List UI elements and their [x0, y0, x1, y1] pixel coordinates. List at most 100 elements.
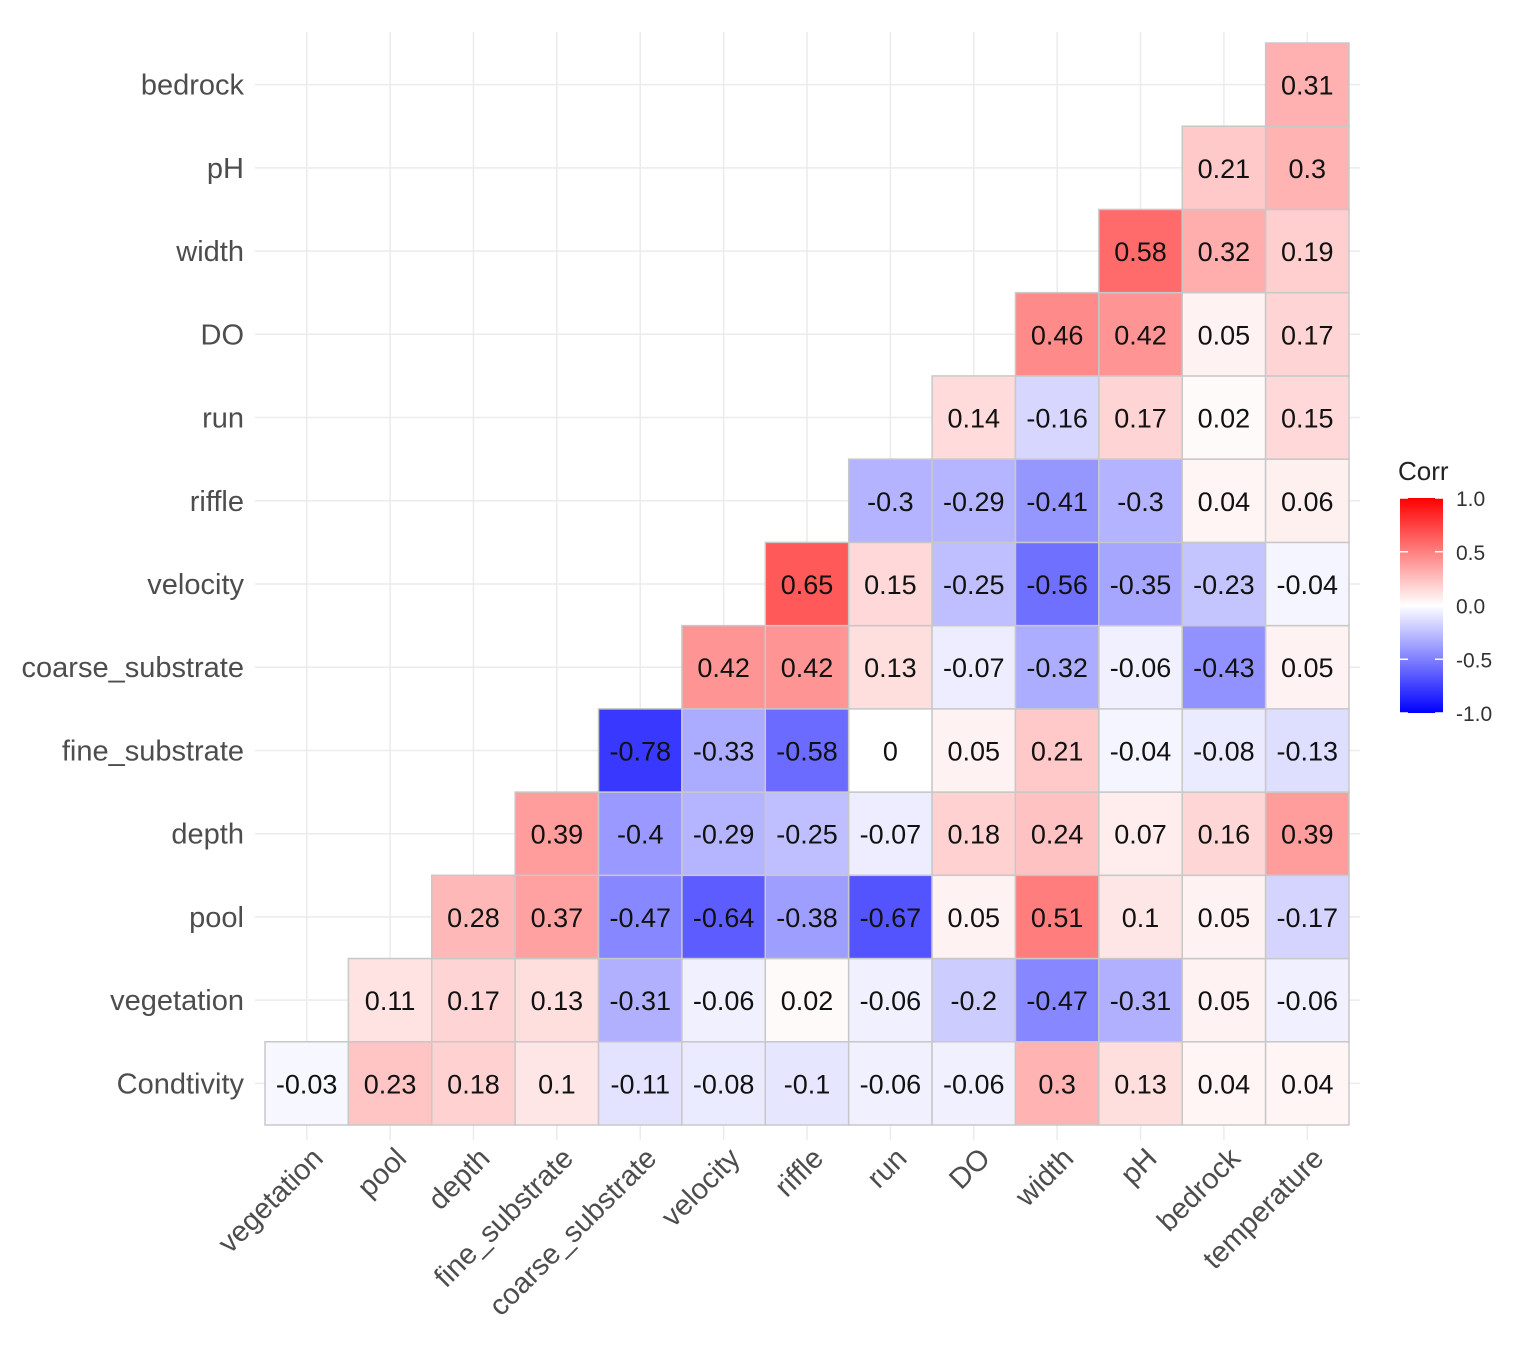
- x-tick-label: width: [1009, 1142, 1080, 1213]
- legend-tick-label: -0.5: [1456, 649, 1492, 672]
- cell-value-label: 0.13: [864, 653, 917, 683]
- cell-value-label: 0.02: [781, 986, 834, 1016]
- heatmap-cell: [514, 791, 600, 877]
- cell-value-label: -0.32: [1026, 653, 1088, 683]
- cell-value-label: -0.06: [860, 986, 922, 1016]
- cell-value-label: -0.2: [951, 986, 998, 1016]
- cell-value-label: -0.06: [1110, 653, 1172, 683]
- heatmap-cell: [1098, 874, 1183, 960]
- cell-value-label: 0.28: [447, 903, 500, 933]
- cell-value-label: 0.21: [1198, 154, 1251, 184]
- cell-value-label: 0.42: [781, 653, 834, 683]
- heatmap-cell: [681, 1041, 767, 1126]
- cell-value-label: 0.16: [1198, 820, 1251, 850]
- x-tick-label: velocity: [656, 1142, 747, 1233]
- cell-value-label: 0.1: [1122, 903, 1160, 933]
- legend-tick-label: 0.0: [1456, 596, 1485, 619]
- cell-value-label: 0.39: [1281, 820, 1334, 850]
- cell-value-label: 0.58: [1114, 237, 1167, 267]
- cell-value-label: -0.43: [1193, 653, 1255, 683]
- y-tick-label: riffle: [190, 486, 244, 518]
- cell-value-label: 0.17: [1281, 320, 1334, 350]
- cell-value-label: 0.15: [864, 570, 917, 600]
- cell-value-label: -0.25: [943, 570, 1005, 600]
- cell-value-label: 0.37: [531, 903, 584, 933]
- y-tick-label: pool: [189, 902, 244, 934]
- y-tick-label: coarse_substrate: [22, 652, 244, 684]
- heatmap-cell: [1264, 624, 1350, 710]
- heatmap-cell: [931, 957, 1017, 1043]
- heatmap-cell: [1014, 375, 1100, 460]
- cell-value-label: -0.56: [1026, 570, 1088, 600]
- cell-value-label: 0.24: [1031, 820, 1084, 850]
- heatmap-cell: [1181, 458, 1267, 544]
- cell-value-label: -0.3: [867, 487, 914, 517]
- heatmap-cell: [597, 874, 683, 960]
- cell-value-label: 0.14: [947, 404, 1000, 434]
- heatmap-cell: [1098, 708, 1183, 793]
- cell-value-label: -0.4: [617, 820, 664, 850]
- cell-value-label: -0.3: [1117, 487, 1164, 517]
- cell-value-label: -0.1: [784, 1069, 831, 1099]
- heatmap-cell: [847, 1041, 933, 1126]
- cell-value-label: -0.06: [943, 1069, 1005, 1099]
- cell-value-label: 0.17: [447, 986, 500, 1016]
- x-tick-label: pH: [1115, 1142, 1164, 1191]
- legend-tick-label: 0.5: [1456, 542, 1485, 565]
- heatmap-cell: [1264, 291, 1350, 377]
- cell-value-label: 0: [883, 736, 898, 766]
- heatmap-cell: [764, 791, 850, 877]
- heatmap-cell: [681, 708, 767, 793]
- cell-value-label: 0.13: [531, 986, 584, 1016]
- cell-value-label: -0.35: [1110, 570, 1172, 600]
- cell-value-label: 0.39: [531, 820, 584, 850]
- heatmap-cell: [1014, 957, 1100, 1043]
- x-tick-label: vegetation: [212, 1142, 329, 1259]
- heatmap-cell: [931, 624, 1017, 710]
- cell-value-label: 0.17: [1114, 404, 1167, 434]
- heatmap-cell: [1264, 1041, 1350, 1126]
- cell-value-label: 0.05: [947, 736, 1000, 766]
- cell-value-label: 0.05: [1198, 986, 1251, 1016]
- cell-value-label: -0.04: [1277, 570, 1339, 600]
- x-tick-label: depth: [422, 1142, 496, 1216]
- cell-value-label: 0.51: [1031, 903, 1084, 933]
- cell-value-label: 0.1: [538, 1069, 576, 1099]
- heatmap-cell: [1098, 208, 1183, 294]
- cell-value-label: 0.04: [1198, 1069, 1251, 1099]
- cell-value-label: 0.19: [1281, 237, 1334, 267]
- y-tick-label: vegetation: [110, 985, 244, 1017]
- heatmap-cell: [1181, 1041, 1267, 1126]
- cell-value-label: -0.11: [610, 1069, 670, 1099]
- heatmap-cells: -0.03 0.23 0.18 0.1 -0.11 -0.08 -0.1 -0.06 -0.06…: [264, 42, 1350, 1126]
- legend-tick-label: 1.0: [1456, 488, 1485, 511]
- heatmap-cell: [347, 957, 433, 1043]
- heatmap-cell: [597, 1041, 683, 1126]
- legend-title: Corr: [1398, 456, 1449, 486]
- heatmap-cell: [1098, 541, 1183, 627]
- heatmap-cell: [431, 1041, 516, 1126]
- y-tick-label: Condtivity: [117, 1068, 245, 1100]
- y-tick-label: depth: [171, 819, 244, 851]
- heatmap-cell: [1264, 874, 1350, 960]
- heatmap-cell: [1264, 458, 1350, 544]
- cell-value-label: 0.46: [1031, 320, 1084, 350]
- heatmap-cell: [1264, 957, 1350, 1043]
- cell-value-label: 0.18: [447, 1069, 500, 1099]
- cell-value-label: 0.06: [1281, 487, 1334, 517]
- heatmap-cell: [1181, 208, 1267, 294]
- cell-value-label: -0.38: [776, 903, 838, 933]
- x-tick-label: riffle: [769, 1142, 830, 1203]
- heatmap-cell: [1264, 125, 1350, 211]
- y-tick-label: DO: [201, 319, 245, 351]
- heatmap-cell: [1181, 957, 1267, 1043]
- heatmap-cell: [931, 874, 1017, 960]
- cell-value-label: 0.32: [1198, 237, 1251, 267]
- heatmap-cell: [1264, 208, 1350, 294]
- heatmap-cell: [1098, 458, 1183, 544]
- heatmap-cell: [1014, 708, 1100, 793]
- heatmap-cell: [931, 458, 1017, 544]
- heatmap-cell: [1098, 624, 1183, 710]
- heatmap-cell: [264, 1041, 350, 1126]
